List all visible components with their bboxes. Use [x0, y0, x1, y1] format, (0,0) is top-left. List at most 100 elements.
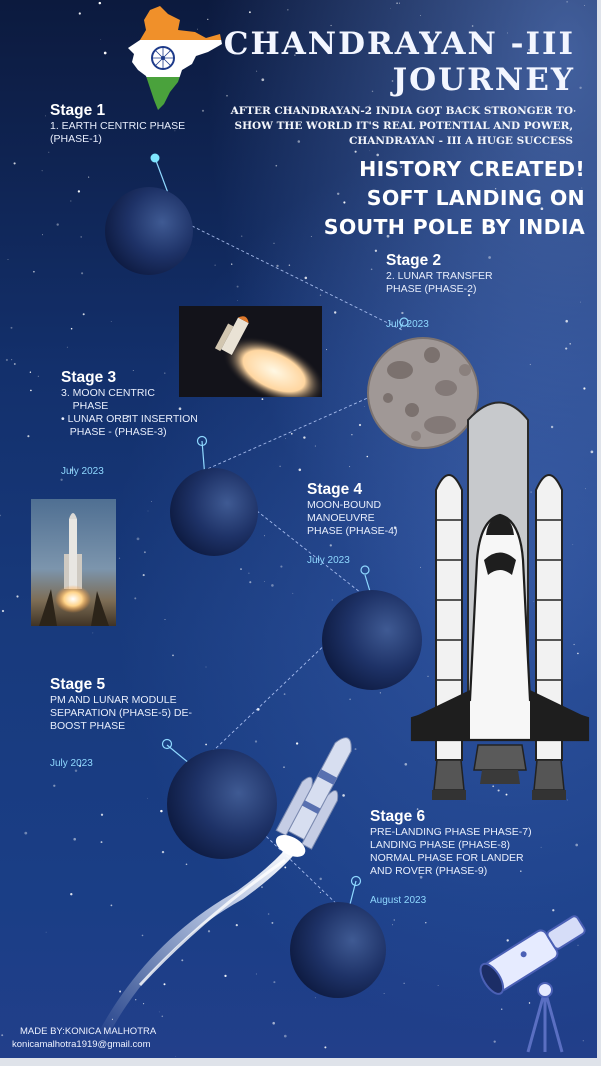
star	[1, 609, 5, 613]
star	[363, 406, 365, 407]
star	[298, 468, 302, 472]
planet-icon	[170, 468, 258, 556]
star	[369, 104, 371, 106]
star	[261, 886, 263, 888]
star	[273, 242, 275, 244]
star	[391, 80, 394, 82]
star	[314, 997, 316, 999]
headline: HISTORY CREATED! SOFT LANDING ON SOUTH P…	[324, 155, 585, 242]
star	[295, 742, 299, 745]
star	[80, 236, 82, 238]
stage-description: MOON-BOUND MANOEUVRE PHASE (PHASE-4)	[307, 499, 398, 537]
star	[66, 346, 68, 348]
star	[488, 256, 491, 259]
stage-date: July 2023	[307, 555, 350, 566]
star	[136, 537, 140, 541]
star	[590, 450, 594, 454]
star	[16, 595, 19, 598]
star	[283, 766, 285, 768]
stage-4: Stage 4 MOON-BOUND MANOEUVRE PHASE (PHAS…	[307, 481, 397, 538]
star	[314, 445, 316, 447]
star	[324, 1046, 327, 1049]
stage-title: Stage 3	[61, 369, 117, 386]
stage-2: Stage 2 2. LUNAR TRANSFER PHASE (PHASE-2…	[386, 252, 493, 296]
star	[134, 597, 137, 600]
star	[577, 944, 579, 946]
star	[175, 1056, 177, 1057]
star	[178, 407, 182, 411]
stage-5: Stage 5 PM AND LUNAR MODULE SEPARATION (…	[50, 676, 192, 733]
star	[403, 982, 405, 984]
star	[284, 866, 287, 869]
star	[565, 319, 568, 323]
star	[272, 1021, 275, 1025]
star	[41, 170, 43, 172]
star	[109, 695, 111, 697]
stage-title: Stage 2	[386, 252, 442, 269]
page-title: CHANDRAYAN -III JOURNEY	[224, 26, 575, 98]
star	[330, 24, 332, 27]
stage-3: Stage 3 3. MOON CENTRIC PHASE • LUNAR OR…	[61, 369, 198, 439]
star	[45, 931, 47, 933]
star	[529, 363, 531, 366]
star	[493, 1040, 496, 1043]
star	[425, 922, 427, 924]
star	[164, 372, 166, 374]
star	[207, 930, 211, 933]
star	[70, 200, 72, 202]
star	[264, 581, 265, 582]
star	[392, 162, 395, 165]
star	[528, 1002, 531, 1004]
star	[30, 389, 32, 392]
star	[297, 140, 301, 143]
star	[236, 285, 239, 288]
star	[294, 54, 296, 56]
star	[174, 130, 176, 132]
star	[110, 904, 113, 907]
star	[393, 919, 395, 921]
star	[290, 432, 293, 435]
star	[575, 843, 579, 847]
star	[354, 150, 357, 153]
stage-date: July 2023	[61, 466, 104, 477]
star	[303, 436, 306, 439]
star	[497, 789, 500, 792]
star	[127, 415, 130, 418]
star	[82, 313, 85, 316]
star	[434, 113, 438, 116]
star	[506, 32, 508, 34]
star	[390, 7, 392, 9]
star	[326, 349, 328, 351]
star	[161, 850, 165, 854]
star	[172, 654, 174, 657]
star	[29, 371, 32, 373]
star	[248, 572, 250, 574]
star	[351, 434, 353, 436]
star	[304, 276, 308, 280]
star	[437, 169, 438, 170]
star	[13, 363, 16, 365]
star	[160, 809, 163, 813]
star	[110, 321, 112, 323]
star	[70, 327, 73, 330]
star	[1, 1034, 4, 1037]
star	[147, 510, 149, 512]
star	[135, 999, 137, 1001]
star	[261, 398, 264, 400]
star	[249, 120, 252, 123]
star	[158, 1011, 160, 1013]
stage-title: Stage 5	[50, 676, 106, 693]
star	[226, 94, 228, 97]
title-line1: CHANDRAYAN -III	[223, 26, 575, 62]
star	[197, 28, 198, 30]
star	[118, 557, 121, 559]
star	[582, 1040, 584, 1042]
star	[267, 913, 270, 915]
star	[60, 478, 63, 481]
star	[13, 162, 16, 165]
star	[358, 423, 362, 427]
star	[342, 794, 345, 797]
stage-title: Stage 1	[50, 102, 106, 119]
